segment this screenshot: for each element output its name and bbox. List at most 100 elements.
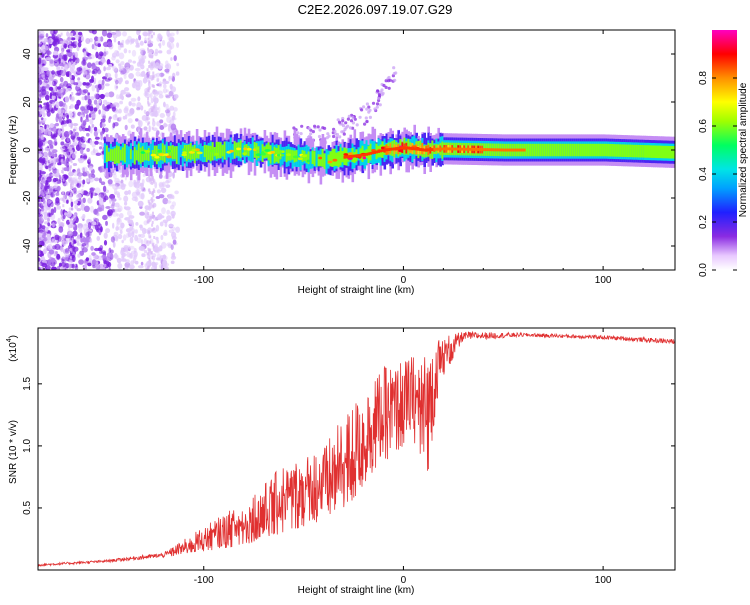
band-cell <box>625 144 628 157</box>
noise-speckle <box>96 211 99 216</box>
noise-speckle <box>124 114 128 120</box>
noise-streak <box>147 100 150 104</box>
band-hotspot <box>166 149 171 153</box>
noise-streak <box>61 154 64 158</box>
noise-speckle <box>98 177 102 184</box>
noise-streak <box>60 95 63 99</box>
noise-speckle <box>93 40 97 46</box>
noise-speckle <box>113 102 119 106</box>
noise-speckle <box>90 96 95 101</box>
band-hotspot <box>398 149 403 153</box>
band-cell <box>529 143 532 157</box>
noise-speckle <box>42 151 49 157</box>
band-cell <box>315 147 319 168</box>
band-cell <box>637 144 640 158</box>
arc-blob <box>392 66 396 70</box>
noise-speckle <box>111 55 116 61</box>
noise-streak <box>152 76 155 80</box>
noise-streak <box>148 60 151 64</box>
noise-speckle <box>131 221 134 228</box>
noise-speckle <box>56 253 61 260</box>
noise-speckle <box>74 131 80 137</box>
noise-streak <box>69 33 72 37</box>
noise-speckle <box>79 232 83 239</box>
noise-speckle <box>154 246 160 253</box>
band-cell <box>249 143 253 162</box>
arc-blob <box>393 78 397 82</box>
arc-blob <box>387 86 391 90</box>
noise-speckle <box>103 240 108 246</box>
noise-speckle <box>38 77 41 83</box>
noise-streak <box>146 130 149 134</box>
band-cell <box>215 141 219 159</box>
arc-blob <box>380 88 384 92</box>
noise-speckle <box>156 189 161 194</box>
noise-speckle <box>152 120 156 127</box>
noise-speckle <box>88 125 91 132</box>
noise-speckle <box>52 41 56 46</box>
band-cell <box>205 145 209 163</box>
noise-speckle <box>94 177 100 182</box>
noise-speckle <box>47 200 51 205</box>
band-cell <box>599 143 602 157</box>
noise-speckle <box>38 110 43 115</box>
noise-streak <box>70 186 73 190</box>
noise-streak <box>61 49 64 53</box>
noise-speckle <box>167 33 172 38</box>
noise-speckle <box>66 199 69 204</box>
arc-blob <box>323 126 327 130</box>
noise-speckle <box>80 237 83 243</box>
noise-speckle <box>105 72 112 78</box>
noise-speckle <box>62 215 66 220</box>
noise-speckle <box>171 195 175 200</box>
noise-speckle <box>110 204 115 209</box>
noise-streak <box>69 106 72 109</box>
noise-speckle <box>96 207 103 212</box>
noise-speckle <box>76 99 81 106</box>
noise-streak <box>61 126 64 130</box>
noise-speckle <box>38 150 41 154</box>
noise-speckle <box>55 101 60 109</box>
colorbar-tick-label: 0.0 <box>698 263 709 277</box>
band-core <box>419 148 422 151</box>
band-cell <box>623 144 626 157</box>
noise-speckle <box>46 69 50 77</box>
noise-speckle <box>127 59 133 63</box>
noise-speckle <box>59 76 64 83</box>
noise-speckle <box>140 184 144 190</box>
noise-speckle <box>123 195 129 203</box>
band-cell <box>621 144 624 157</box>
noise-speckle <box>41 262 47 268</box>
noise-speckle <box>168 223 174 228</box>
noise-streak <box>63 267 66 270</box>
snr-panel: -100 0 100 0.5 1.0 1.5 Height of straight lin… <box>6 327 676 596</box>
arc-blob <box>341 124 346 128</box>
spectrogram-ytick-label: 20 <box>22 96 33 108</box>
band-cell <box>331 148 335 167</box>
noise-speckle <box>89 38 93 43</box>
band-cell <box>651 145 654 158</box>
noise-streak <box>70 224 73 228</box>
noise-speckle <box>117 205 123 212</box>
noise-speckle <box>158 43 161 47</box>
noise-speckle <box>103 263 107 267</box>
noise-speckle <box>120 222 125 229</box>
noise-speckle <box>155 72 162 77</box>
band-core <box>491 148 494 152</box>
band-core <box>473 148 476 151</box>
noise-streak <box>152 75 155 79</box>
noise-speckle <box>112 184 118 190</box>
band-core <box>385 148 388 152</box>
noise-speckle <box>90 192 93 199</box>
band-cell <box>669 146 672 159</box>
snr-ylabel: SNR (10 * v/v) <box>8 420 19 484</box>
band-hotspot <box>246 147 252 151</box>
noise-speckle <box>154 48 159 55</box>
noise-speckle <box>77 180 83 184</box>
band-cell <box>671 146 674 159</box>
noise-streak <box>68 231 71 235</box>
band-cell <box>535 143 538 157</box>
band-cell <box>341 151 345 163</box>
band-core <box>475 148 478 151</box>
noise-speckle <box>77 77 81 81</box>
